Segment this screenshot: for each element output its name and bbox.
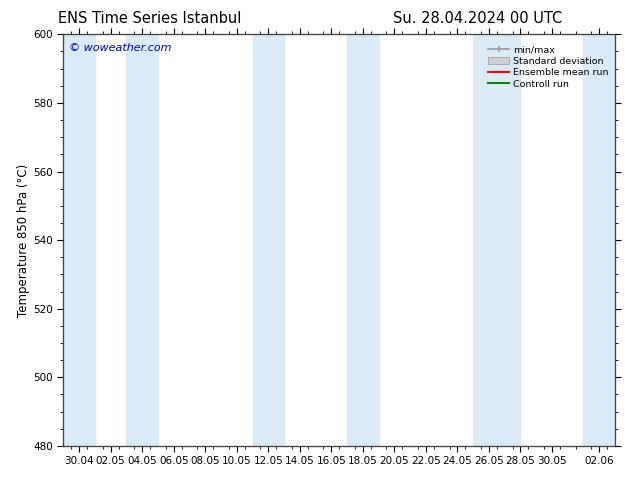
Bar xyxy=(126,34,158,446)
Bar xyxy=(583,34,615,446)
Bar xyxy=(252,34,284,446)
Y-axis label: Temperature 850 hPa (°C): Temperature 850 hPa (°C) xyxy=(18,164,30,317)
Bar xyxy=(347,34,378,446)
Text: © woweather.com: © woweather.com xyxy=(69,43,171,52)
Legend: min/max, Standard deviation, Ensemble mean run, Controll run: min/max, Standard deviation, Ensemble me… xyxy=(486,43,611,91)
Text: Su. 28.04.2024 00 UTC: Su. 28.04.2024 00 UTC xyxy=(393,11,562,26)
Bar xyxy=(63,34,95,446)
Text: ENS Time Series Istanbul: ENS Time Series Istanbul xyxy=(58,11,241,26)
Bar xyxy=(473,34,521,446)
